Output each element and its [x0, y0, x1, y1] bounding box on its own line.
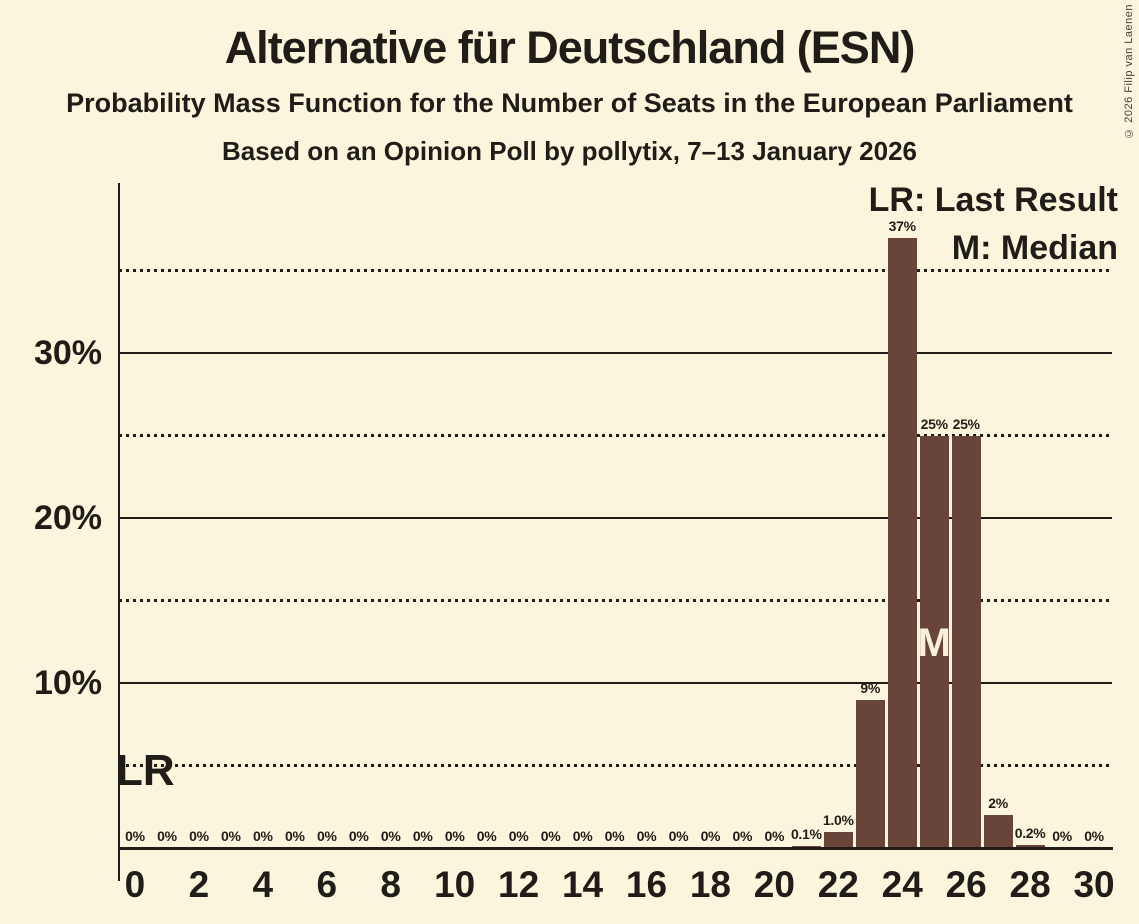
bar-seat-26: [951, 435, 981, 848]
bar-value-label-15: 0%: [604, 828, 625, 844]
bar-value-label-22: 1.0%: [822, 811, 854, 828]
x-tick-label-2: 2: [188, 864, 210, 905]
bar-value-label-18: 0%: [700, 828, 721, 844]
gridline-solid-20pct: [119, 517, 1112, 519]
bar-value-label-16: 0%: [636, 828, 657, 844]
median-marker: M: [917, 621, 951, 665]
bar-seat-25: [919, 435, 949, 848]
gridline-dotted-15pct: [119, 599, 1112, 602]
bar-value-label-0: 0%: [125, 828, 145, 844]
poll-source-line: Based on an Opinion Poll by pollytix, 7–…: [221, 136, 917, 166]
bar-value-label-30: 0%: [1084, 828, 1104, 844]
x-tick-label-8: 8: [380, 864, 401, 905]
bar-seat-23: [855, 699, 885, 848]
x-tick-label-26: 26: [945, 864, 987, 905]
x-tick-label-20: 20: [753, 864, 795, 905]
x-tick-label-4: 4: [252, 864, 274, 905]
x-tick-label-14: 14: [561, 864, 604, 905]
x-tick-label-18: 18: [689, 864, 731, 905]
y-tick-label-30: 30%: [33, 334, 102, 372]
bar-value-label-6: 0%: [316, 828, 337, 844]
gridline-solid-30pct: [119, 352, 1112, 354]
last-result-marker: LR: [116, 746, 175, 795]
bar-value-label-20: 0%: [764, 828, 785, 844]
gridline-dotted-35pct: [119, 269, 1112, 272]
gridline-dotted-25pct: [119, 434, 1112, 437]
bar-value-label-17: 0%: [668, 828, 689, 844]
x-tick-label-22: 22: [817, 864, 859, 905]
x-tick-label-16: 16: [625, 864, 668, 905]
bar-seat-27: [983, 815, 1013, 848]
x-tick-label-28: 28: [1009, 864, 1051, 905]
bar-value-label-9: 0%: [412, 828, 433, 844]
bar-value-label-24: 37%: [888, 217, 916, 234]
bar-value-label-29: 0%: [1052, 828, 1072, 844]
x-tick-label-30: 30: [1073, 864, 1115, 905]
bar-value-label-7: 0%: [348, 828, 369, 844]
bar-value-label-4: 0%: [253, 828, 273, 844]
gridline-dotted-5pct: [119, 764, 1112, 767]
x-tick-label-10: 10: [434, 864, 476, 905]
bar-value-label-26: 25%: [952, 415, 980, 432]
x-axis: [118, 846, 1113, 850]
bar-value-label-27: 2%: [988, 795, 1008, 811]
bar-value-label-5: 0%: [284, 828, 305, 844]
legend-median: M: Median: [951, 229, 1118, 267]
bar-value-label-13: 0%: [540, 828, 561, 844]
bar-value-label-23: 9%: [860, 679, 881, 696]
bar-value-label-12: 0%: [508, 828, 529, 844]
chart-subtitle: Probability Mass Function for the Number…: [66, 88, 1073, 118]
gridline-solid-10pct: [119, 682, 1112, 684]
bar-value-label-14: 0%: [572, 828, 593, 844]
bar-value-label-8: 0%: [380, 828, 401, 844]
bar-value-label-2: 0%: [189, 828, 209, 844]
bar-seat-24: [887, 237, 917, 848]
legend-last-result: LR: Last Result: [868, 181, 1118, 219]
bar-value-label-19: 0%: [732, 828, 753, 844]
y-tick-label-10: 10%: [33, 664, 102, 702]
bar-value-label-28: 0.2%: [1014, 824, 1046, 841]
bar-value-label-25: 25%: [920, 415, 948, 432]
bar-value-label-21: 0.1%: [790, 826, 822, 843]
bar-value-label-3: 0%: [221, 828, 241, 844]
y-axis: [117, 183, 120, 881]
bar-seat-22: [823, 831, 853, 848]
page-title: Alternative für Deutschland (ESN): [224, 22, 916, 73]
y-tick-label-20: 20%: [33, 499, 102, 537]
x-tick-label-24: 24: [881, 864, 923, 905]
bar-value-label-1: 0%: [157, 828, 177, 844]
bar-seat-28: [1015, 844, 1045, 848]
x-tick-label-12: 12: [498, 864, 540, 905]
x-tick-label-6: 6: [316, 864, 338, 905]
bar-value-label-10: 0%: [444, 828, 465, 844]
x-tick-label-0: 0: [124, 864, 146, 905]
bar-value-label-11: 0%: [476, 828, 497, 844]
